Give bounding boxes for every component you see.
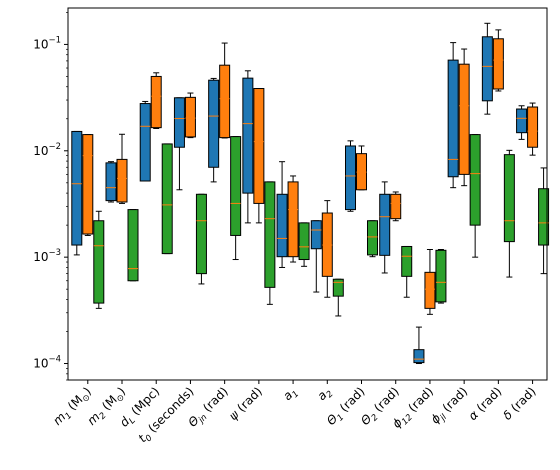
x-tick-label: ϕjl (rad) <box>428 384 472 428</box>
y-tick-label: 10−1 <box>33 35 61 51</box>
box-group <box>492 29 504 92</box>
box-group <box>195 193 207 285</box>
box-group <box>447 42 459 189</box>
box-group <box>253 88 265 224</box>
box-group <box>298 222 310 267</box>
box-group <box>345 140 357 212</box>
box-group <box>82 134 94 236</box>
x-tick-label: δ (rad) <box>500 384 538 422</box>
box <box>298 222 310 261</box>
box <box>116 158 128 203</box>
box-group <box>127 209 139 282</box>
box <box>435 249 447 303</box>
box-group <box>424 249 436 315</box>
box-group <box>208 77 220 183</box>
box-group <box>503 149 515 278</box>
box <box>492 38 504 90</box>
box <box>150 75 162 129</box>
box-group <box>184 92 196 139</box>
box-group <box>390 191 402 222</box>
box-group <box>150 72 162 130</box>
box <box>139 103 151 182</box>
x-axis: m1 (M⊙)m2 (M⊙)dL (Mpc)t0 (seconds)Θjn (r… <box>50 380 539 445</box>
box <box>105 162 117 202</box>
box-group <box>367 220 379 258</box>
box <box>424 271 436 309</box>
box <box>195 193 207 275</box>
box-group <box>276 161 288 268</box>
y-tick-label: 10−3 <box>33 248 61 264</box>
box-group <box>401 245 413 298</box>
box-group <box>161 143 173 255</box>
box <box>127 209 139 282</box>
box <box>82 134 94 235</box>
box <box>516 108 528 134</box>
box <box>469 134 481 226</box>
box-group <box>310 220 322 293</box>
box-group <box>527 102 539 156</box>
box <box>253 88 265 204</box>
box-group <box>356 145 368 191</box>
box-group <box>230 136 242 261</box>
box <box>481 36 493 102</box>
box-group <box>242 70 254 224</box>
x-tick-label: a1 <box>280 384 301 405</box>
box <box>413 349 425 364</box>
box-group <box>173 97 185 191</box>
box <box>276 193 288 258</box>
box <box>332 278 344 297</box>
box-group <box>264 181 276 305</box>
box <box>310 220 322 250</box>
box <box>458 63 470 175</box>
axes-frame <box>67 7 548 381</box>
box <box>208 79 220 168</box>
box-group <box>435 249 447 304</box>
box-group <box>287 175 299 263</box>
box <box>503 154 515 243</box>
box <box>173 97 185 148</box>
box <box>161 143 173 255</box>
box <box>242 77 254 194</box>
box <box>527 106 539 148</box>
x-tick-label: ψ (rad) <box>226 384 265 423</box>
box-group <box>379 181 391 274</box>
box <box>447 59 459 178</box>
box-group <box>105 161 117 203</box>
box-group <box>116 133 128 204</box>
box-group <box>458 48 470 187</box>
box-group <box>516 105 528 140</box>
box <box>71 130 83 246</box>
box <box>367 220 379 256</box>
box-group <box>332 278 344 317</box>
box-group <box>71 130 83 256</box>
box-group <box>93 210 105 309</box>
box-group <box>481 22 493 115</box>
box <box>345 145 357 211</box>
box <box>401 245 413 277</box>
y-axis: 10−4 10−3 10−2 10−1 <box>33 12 68 381</box>
x-tick-label: α (rad) <box>466 384 505 423</box>
box-group <box>139 100 151 182</box>
box-plot-area <box>71 22 550 365</box>
box <box>390 193 402 220</box>
y-tick-label: 10−4 <box>33 355 61 371</box>
box <box>184 96 196 138</box>
box <box>538 188 550 246</box>
x-tick-label: a2 <box>314 384 335 405</box>
box-group <box>469 134 481 258</box>
y-tick-label: 10−2 <box>33 142 61 158</box>
box-group <box>321 200 333 298</box>
box <box>287 181 299 258</box>
box <box>264 181 276 288</box>
box <box>379 193 391 256</box>
box-group <box>413 326 425 365</box>
box-group <box>219 42 231 139</box>
box <box>219 64 231 139</box>
box <box>93 220 105 304</box>
box <box>230 136 242 236</box>
